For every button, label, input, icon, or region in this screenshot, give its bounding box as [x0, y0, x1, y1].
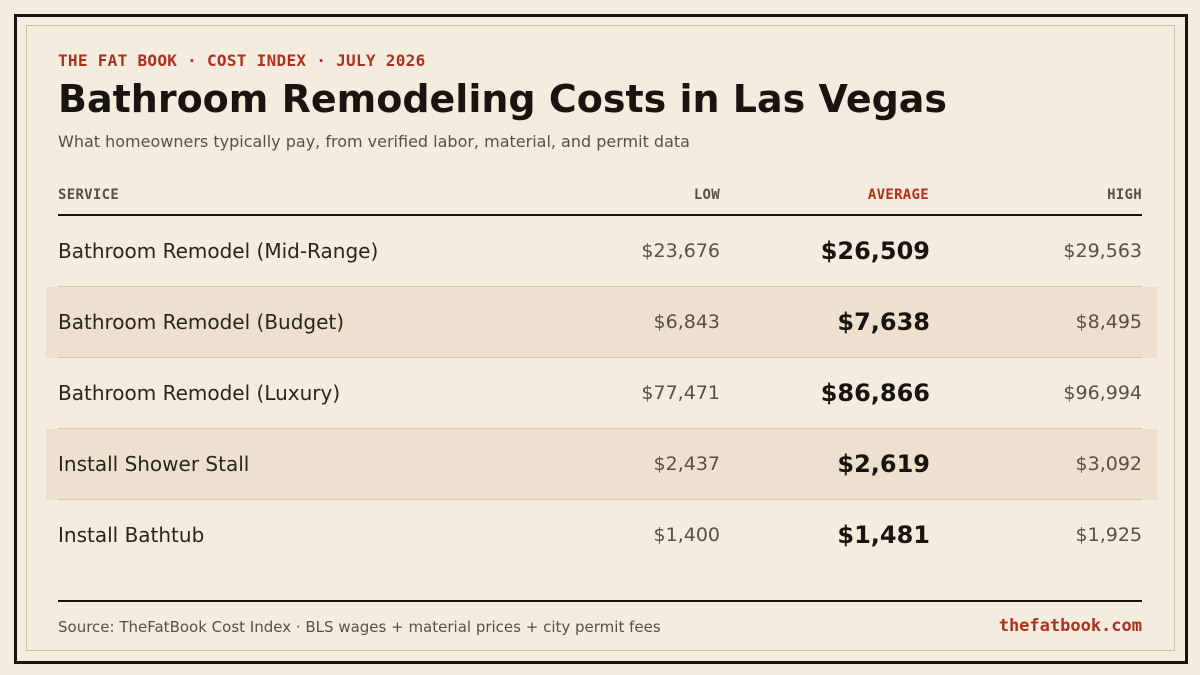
table-row: Bathroom Remodel (Mid-Range) $23,676 $26… [46, 216, 1157, 287]
row-divider [58, 357, 1142, 358]
column-header-average: AVERAGE [867, 187, 929, 203]
high-cost: $29,563 [1063, 240, 1142, 262]
column-header-service: SERVICE [58, 187, 120, 203]
footer-divider [58, 600, 1142, 602]
row-divider [58, 286, 1142, 287]
column-header-low: LOW [693, 187, 720, 203]
table-row: Bathroom Remodel (Luxury) $77,471 $86,86… [46, 358, 1157, 429]
table-row: Install Bathtub $1,400 $1,481 $1,925 [46, 500, 1157, 571]
page-subtitle: What homeowners typically pay, from veri… [58, 132, 690, 151]
high-cost: $3,092 [1075, 453, 1142, 475]
eyebrow-label: THE FAT BOOK · COST INDEX · JULY 2026 [58, 51, 426, 70]
high-cost: $96,994 [1063, 382, 1142, 404]
service-name: Bathroom Remodel (Budget) [58, 310, 345, 334]
average-cost: $7,638 [837, 308, 930, 336]
average-cost: $26,509 [820, 237, 930, 265]
high-cost: $8,495 [1075, 311, 1142, 333]
low-cost: $2,437 [653, 453, 720, 475]
header-divider [58, 214, 1142, 216]
low-cost: $1,400 [653, 524, 720, 546]
service-name: Bathroom Remodel (Luxury) [58, 381, 341, 405]
average-cost: $2,619 [837, 450, 930, 478]
service-name: Install Bathtub [58, 523, 205, 547]
low-cost: $23,676 [641, 240, 720, 262]
low-cost: $77,471 [641, 382, 720, 404]
row-divider [58, 499, 1142, 500]
average-cost: $86,866 [820, 379, 930, 407]
outer-frame [14, 14, 1188, 664]
service-name: Bathroom Remodel (Mid-Range) [58, 239, 379, 263]
site-link[interactable]: thefatbook.com [998, 616, 1142, 636]
service-name: Install Shower Stall [58, 452, 250, 476]
inner-frame [26, 25, 1175, 651]
table-row: Install Shower Stall $2,437 $2,619 $3,09… [46, 429, 1157, 500]
average-cost: $1,481 [837, 521, 930, 549]
column-header-high: HIGH [1107, 187, 1142, 203]
row-divider [58, 428, 1142, 429]
low-cost: $6,843 [653, 311, 720, 333]
page-title: Bathroom Remodeling Costs in Las Vegas [58, 77, 948, 121]
source-note: Source: TheFatBook Cost Index · BLS wage… [58, 618, 661, 636]
high-cost: $1,925 [1075, 524, 1142, 546]
table-row: Bathroom Remodel (Budget) $6,843 $7,638 … [46, 287, 1157, 358]
